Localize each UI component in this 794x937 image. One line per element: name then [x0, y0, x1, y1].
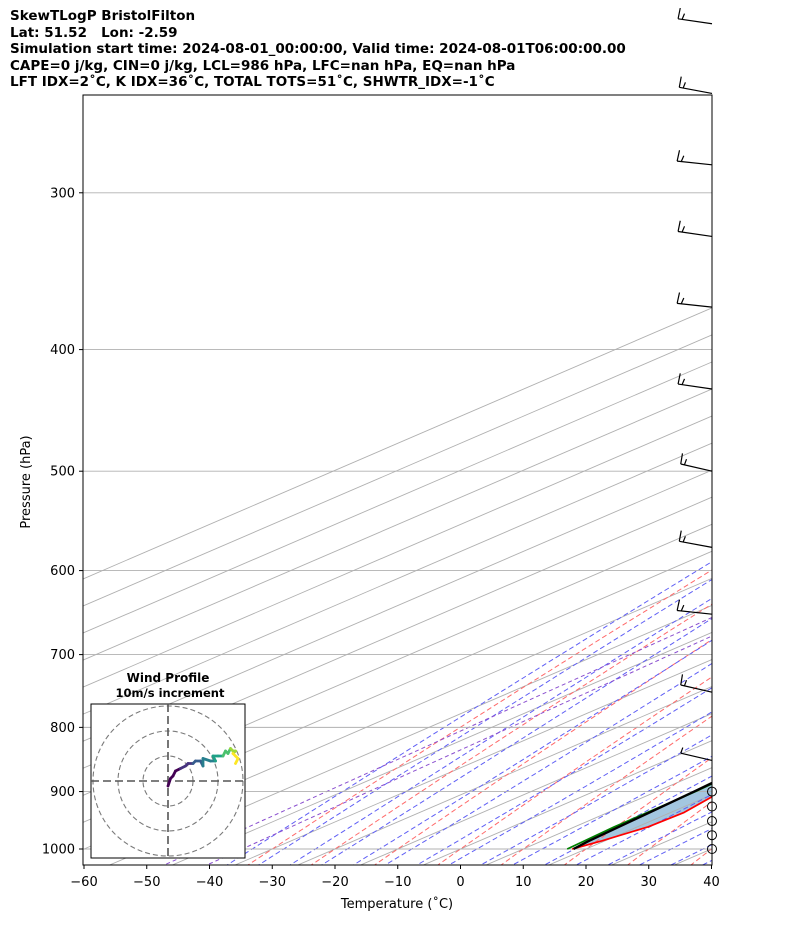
wind-barb-flag: [681, 13, 686, 20]
wind-barb-flag: [682, 536, 686, 543]
wind-barb: [676, 150, 713, 166]
wind-barb-flag: [677, 220, 681, 232]
x-tick-label: −60: [70, 875, 97, 890]
wind-barb-flag: [681, 226, 686, 233]
wind-barb-flag: [681, 378, 686, 385]
wind-barb-flag: [680, 674, 684, 686]
y-axis-label: Pressure (hPa): [19, 435, 34, 528]
wind-barb-flag: [683, 680, 688, 687]
axes: −60 −50 −40 −30 −20 −10 0 10 20 30 40 1000 900 800 700…: [19, 94, 720, 912]
dry-adiabat: [436, 676, 712, 865]
x-tick-label: −40: [196, 875, 223, 890]
x-tick-label: −30: [259, 875, 286, 890]
dry-adiabat: [741, 0, 794, 876]
title-line-location: Lat: 51.52 Lon: -2.59: [10, 24, 178, 41]
wind-barb-flag: [680, 297, 685, 305]
wind-barb: [680, 674, 713, 693]
title-block: SkewTLogP BristolFilton Lat: 51.52 Lon: …: [10, 8, 626, 91]
wind-barb-flag: [680, 155, 685, 162]
y-tick-label: 500: [50, 465, 75, 480]
wind-barb-staff: [677, 609, 713, 615]
y-tick-label: 800: [50, 721, 75, 736]
title-line-station: SkewTLogP BristolFilton: [10, 8, 196, 24]
title-line-indices: LFT IDX=2˚C, K IDX=36˚C, TOTAL TOTS=51˚C…: [10, 74, 495, 91]
wind-barb-flag: [680, 453, 684, 465]
isotherm: [83, 550, 712, 823]
moist-adiabat: [384, 662, 712, 865]
wind-barb-flag: [677, 7, 681, 19]
isotherm: [83, 442, 712, 715]
hodograph-subtitle: 10m/s increment: [116, 686, 225, 700]
wind-barb: [680, 453, 713, 472]
moist-adiabats: [226, 561, 712, 865]
y-tick-label: 1000: [42, 843, 75, 858]
moist-adiabat: [511, 755, 712, 865]
wind-barb-staff: [679, 540, 713, 548]
y-tick-label: 300: [50, 186, 75, 201]
wind-barb-flag: [677, 373, 681, 385]
wind-barbs: [676, 7, 717, 854]
title-line-times: Simulation start time: 2024-08-01_00:00:…: [10, 41, 626, 58]
y-tick-label: 400: [50, 343, 75, 358]
wind-barb: [677, 220, 713, 238]
wind-barb-staff: [677, 18, 713, 25]
wind-barb-staff: [677, 383, 713, 390]
x-axis-label: Temperature (˚C): [340, 896, 453, 912]
wind-barb-staff: [680, 752, 713, 762]
dry-adiabat: [247, 569, 712, 865]
wind-barb: [677, 373, 713, 390]
isotherm: [233, 658, 712, 865]
x-tick-label: −50: [133, 875, 160, 890]
x-tick-label: −10: [384, 875, 411, 890]
wind-barb: [676, 292, 713, 308]
x-tick-label: 30: [640, 875, 657, 890]
wind-barb-flag: [682, 82, 686, 89]
x-tick-label: 10: [515, 875, 532, 890]
title-line-cape: CAPE=0 j/kg, CIN=0 j/kg, LCL=986 hPa, LF…: [10, 57, 516, 74]
hodograph-segment: [234, 757, 240, 765]
isotherm: [83, 415, 712, 688]
wind-barb: [678, 530, 713, 548]
isotherm: [83, 496, 712, 769]
x-tick-label: −20: [321, 875, 348, 890]
wind-barb-staff: [677, 230, 713, 238]
moist-adiabat: [352, 639, 712, 865]
wind-barb-staff: [680, 684, 713, 693]
wind-barb: [678, 76, 713, 95]
wind-barb-staff: [677, 160, 713, 166]
isotherm: [108, 604, 712, 865]
isotherm: [83, 523, 712, 796]
moist-adiabat: [447, 711, 712, 865]
wind-barb-flag: [678, 530, 682, 542]
wind-barb-flag: [683, 459, 688, 466]
wind-barb-flag: [676, 150, 681, 162]
x-tick-label: 0: [456, 875, 464, 890]
mixing-ratio-line: [205, 635, 712, 865]
wind-barb-staff: [679, 86, 713, 95]
dry-adiabat: [500, 715, 712, 865]
wind-barb-staff: [680, 463, 713, 472]
wind-barb: [677, 7, 713, 25]
wind-barb-flag: [676, 599, 681, 611]
wind-barb-flag: [680, 747, 684, 754]
isotherm: [83, 469, 712, 742]
hodograph-title: Wind Profile: [127, 671, 210, 685]
dry-adiabats: [247, 0, 794, 876]
x-tick-label: 20: [578, 875, 595, 890]
wind-barb: [676, 599, 713, 615]
y-tick-label: 600: [50, 564, 75, 579]
wind-barb-flag: [678, 76, 682, 88]
wind-barb: [680, 747, 713, 762]
x-tick-label: 40: [703, 875, 720, 890]
wind-barb-flag: [680, 604, 685, 612]
y-tick-label: 700: [50, 648, 75, 663]
wind-barb-staff: [677, 302, 713, 308]
wind-barb-flag: [676, 292, 681, 304]
isotherm: [83, 577, 712, 850]
dry-adiabat: [310, 603, 712, 865]
y-tick-label: 900: [50, 785, 75, 800]
